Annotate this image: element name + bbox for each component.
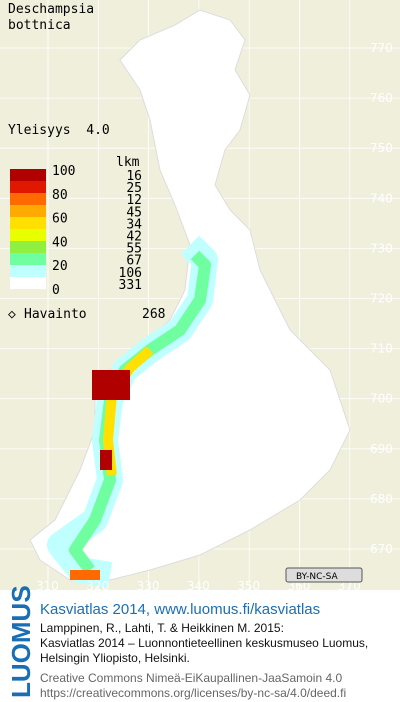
citation: Lamppinen, R., Lahti, T. & Heikkinen M. … bbox=[40, 621, 284, 635]
count-header: lkm bbox=[116, 155, 140, 170]
legend-scale: 40 bbox=[52, 235, 68, 250]
north-label: 760 bbox=[370, 91, 393, 105]
north-label: 680 bbox=[370, 492, 393, 506]
legend-count: 331 bbox=[119, 278, 142, 293]
citation: Helsingin Yliopisto, Helsinki. bbox=[40, 651, 190, 665]
east-label: 320 bbox=[86, 579, 109, 593]
legend-swatch bbox=[10, 217, 46, 229]
legend-count: 34 bbox=[126, 217, 142, 232]
frequency-label: Yleisyys 4.0 bbox=[8, 123, 110, 138]
north-label: 770 bbox=[370, 41, 393, 55]
brand: LUOMUS bbox=[6, 585, 36, 698]
legend-count: 25 bbox=[126, 181, 142, 196]
north-label: 750 bbox=[370, 141, 393, 155]
source: Kasviatlas 2014, www.luomus.fi/kasviatla… bbox=[40, 601, 320, 618]
legend-count: 55 bbox=[126, 242, 142, 257]
north-label: 670 bbox=[370, 542, 393, 556]
east-label: 350 bbox=[237, 579, 260, 593]
legend-swatch bbox=[10, 253, 46, 265]
legend-swatch bbox=[10, 181, 46, 193]
legend-swatch bbox=[10, 169, 46, 181]
occurrence-band bbox=[47, 235, 218, 588]
east-label: 310 bbox=[36, 579, 59, 593]
legend-count: 106 bbox=[119, 266, 142, 281]
legend-swatch bbox=[10, 241, 46, 253]
license: Creative Commons Nimeä-EiKaupallinen-Jaa… bbox=[40, 671, 342, 685]
legend-swatch bbox=[10, 265, 46, 277]
north-label: 700 bbox=[370, 392, 393, 406]
north-label: 730 bbox=[370, 241, 393, 255]
legend-count: 12 bbox=[126, 193, 142, 208]
observation-label: Havainto bbox=[24, 307, 87, 322]
legend-swatch bbox=[10, 205, 46, 217]
legend-scale: 0 bbox=[52, 283, 60, 298]
north-label: 690 bbox=[370, 442, 393, 456]
legend-scale: 80 bbox=[52, 188, 68, 203]
legend-swatch bbox=[10, 229, 46, 241]
legend-count: 42 bbox=[126, 230, 142, 245]
legend-swatch bbox=[10, 193, 46, 205]
citation: Kasviatlas 2014 – Luonnontieteellinen ke… bbox=[40, 636, 368, 650]
east-label: 330 bbox=[137, 579, 160, 593]
license-badge-text: BY-NC-SA bbox=[296, 572, 339, 582]
legend-count: 45 bbox=[126, 205, 142, 220]
observation-symbol: ◇ bbox=[8, 307, 16, 322]
license: https://creativecommons.org/licenses/by-… bbox=[40, 686, 346, 700]
species-name: Deschampsia bbox=[8, 2, 94, 17]
legend-scale: 20 bbox=[52, 259, 68, 274]
observation-count: 268 bbox=[142, 307, 165, 322]
legend-swatch bbox=[10, 277, 46, 289]
species-name: bottnica bbox=[8, 18, 71, 33]
legend-scale: 100 bbox=[52, 164, 75, 179]
legend-count: 16 bbox=[126, 169, 142, 184]
license-badge bbox=[285, 567, 363, 583]
legend-count: 67 bbox=[126, 254, 142, 269]
north-label: 740 bbox=[370, 191, 393, 205]
north-label: 720 bbox=[370, 292, 393, 306]
legend-scale: 60 bbox=[52, 212, 68, 227]
east-label: 340 bbox=[187, 579, 210, 593]
north-label: 710 bbox=[370, 342, 393, 356]
